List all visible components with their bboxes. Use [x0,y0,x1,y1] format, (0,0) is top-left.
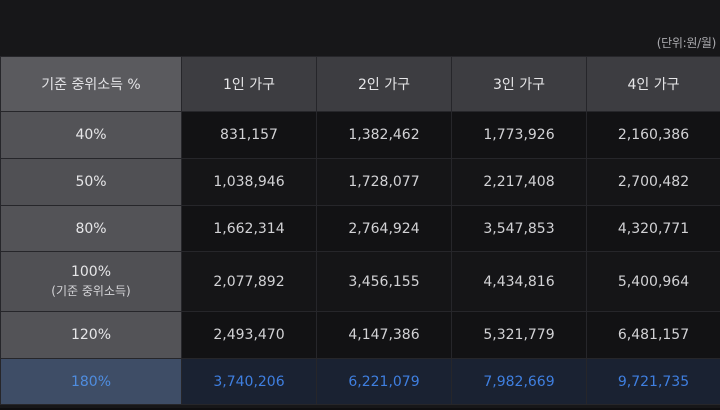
table-row: 100% (기준 중위소득) 2,077,892 3,456,155 4,434… [0,251,720,312]
table-cell: 9,721,735 [586,358,720,405]
table-cell: 1,773,926 [451,111,587,159]
table-cell: 2,217,408 [451,158,587,206]
table-cell: 4,147,386 [316,311,452,359]
row-label: 180% [0,358,182,405]
header-2-person: 2인 가구 [316,56,452,112]
table-row: 40% 831,157 1,382,462 1,773,926 2,160,38… [0,111,720,159]
bottom-divider [0,408,720,410]
table-row: 50% 1,038,946 1,728,077 2,217,408 2,700,… [0,158,720,206]
table-cell: 1,038,946 [181,158,317,206]
table-cell: 3,547,853 [451,205,587,252]
table-row: 120% 2,493,470 4,147,386 5,321,779 6,481… [0,311,720,359]
table-cell: 6,481,157 [586,311,720,359]
table-cell: 7,982,669 [451,358,587,405]
table-header-row: 기준 중위소득 % 1인 가구 2인 가구 3인 가구 4인 가구 [0,56,720,112]
table-cell: 2,493,470 [181,311,317,359]
table-cell: 2,700,482 [586,158,720,206]
median-income-table: 기준 중위소득 % 1인 가구 2인 가구 3인 가구 4인 가구 40% 83… [0,56,720,405]
table-cell: 4,434,816 [451,251,587,312]
row-label: 100% (기준 중위소득) [0,251,182,312]
table-cell: 2,077,892 [181,251,317,312]
row-label-main: 100% [70,264,112,280]
table-row-highlighted: 180% 3,740,206 6,221,079 7,982,669 9,721… [0,358,720,405]
table-row: 80% 1,662,314 2,764,924 3,547,853 4,320,… [0,205,720,252]
table-cell: 3,740,206 [181,358,317,405]
header-3-person: 3인 가구 [451,56,587,112]
table-cell: 1,728,077 [316,158,452,206]
header-1-person: 1인 가구 [181,56,317,112]
table-cell: 4,320,771 [586,205,720,252]
table-cell: 1,382,462 [316,111,452,159]
table-cell: 5,321,779 [451,311,587,359]
row-label-sub: (기준 중위소득) [51,284,131,298]
header-corner-cell: 기준 중위소득 % [0,56,182,112]
table-cell: 831,157 [181,111,317,159]
header-4-person: 4인 가구 [586,56,720,112]
row-label: 40% [0,111,182,159]
row-label: 120% [0,311,182,359]
table-cell: 3,456,155 [316,251,452,312]
table-cell: 6,221,079 [316,358,452,405]
table-cell: 1,662,314 [181,205,317,252]
row-label: 80% [0,205,182,252]
table-cell: 5,400,964 [586,251,720,312]
unit-note: (단위:원/월) [656,36,717,50]
row-label: 50% [0,158,182,206]
table-cell: 2,764,924 [316,205,452,252]
table-cell: 2,160,386 [586,111,720,159]
